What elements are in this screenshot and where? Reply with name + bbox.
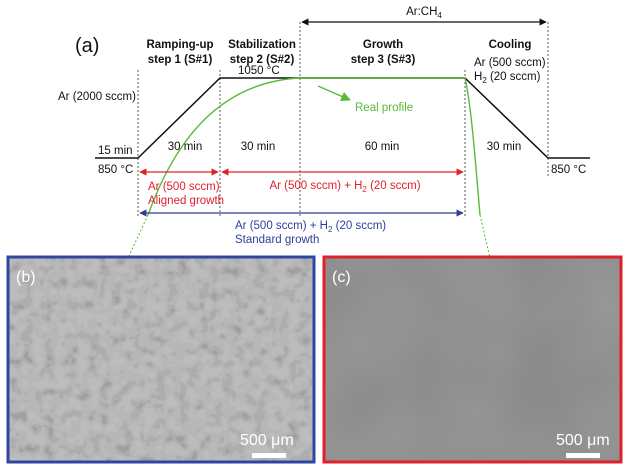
aligned-label: Aligned growth (148, 195, 224, 207)
duration: 30 min (168, 141, 203, 153)
cooling-gas: H2 (20 sccm) (474, 71, 541, 85)
scale-label: 500 μm (240, 432, 294, 449)
cooling-gas: Ar (500 sccm) (474, 57, 546, 69)
real-profile-arrow (318, 86, 350, 100)
scale-bar (252, 453, 286, 458)
figure: (a) Ramping-up step 1 (S#1) Stabilizatio… (0, 0, 628, 466)
red-gas: Ar (500 sccm) + H2 (20 sccm) (269, 180, 420, 194)
duration: 30 min (241, 141, 276, 153)
standard-gas: Ar (500 sccm) + H2 (20 sccm) (235, 220, 386, 234)
step-title: Stabilization (228, 39, 296, 51)
panel-label: (a) (75, 35, 99, 57)
panel-label: (b) (16, 269, 36, 286)
step-title: step 3 (S#3) (351, 54, 416, 66)
step-title: Cooling (489, 39, 532, 51)
duration: 60 min (365, 141, 400, 153)
scale-bar (566, 453, 600, 458)
gas-flow: Ar (2000 sccm) (58, 91, 136, 103)
micrograph-c: (c) 500 μm (324, 257, 621, 462)
start-time: 15 min (98, 145, 133, 157)
duration: 30 min (487, 141, 522, 153)
scale-label: 500 μm (556, 432, 610, 449)
end-temp: 850 °C (551, 164, 586, 176)
real-profile-label: Real profile (355, 102, 413, 114)
step-title: step 1 (S#1) (148, 54, 213, 66)
gas-label: Ar:CH4 (406, 6, 442, 20)
standard-label: Standard growth (235, 234, 319, 246)
micrograph-b: (b) 500 μm (8, 257, 314, 462)
start-temp: 850 °C (98, 164, 133, 176)
aligned-gas: Ar (500 sccm) (148, 181, 220, 193)
peak-temp: 1050 °C (238, 65, 280, 77)
step-title: Ramping-up (146, 39, 213, 51)
panel-label: (c) (332, 269, 351, 286)
step-title: Growth (363, 39, 403, 51)
